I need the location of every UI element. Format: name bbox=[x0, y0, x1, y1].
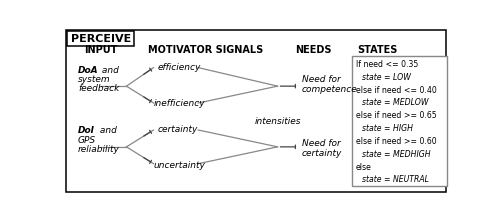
Text: MOTIVATOR SIGNALS: MOTIVATOR SIGNALS bbox=[148, 45, 263, 55]
Text: INPUT: INPUT bbox=[84, 45, 117, 55]
FancyBboxPatch shape bbox=[67, 31, 134, 46]
Text: efficiency: efficiency bbox=[158, 63, 201, 72]
Text: state = HIGH: state = HIGH bbox=[362, 124, 412, 133]
Text: else if need <= 0.40: else if need <= 0.40 bbox=[356, 86, 436, 95]
Text: state = MEDLOW: state = MEDLOW bbox=[362, 99, 428, 108]
Text: DoI: DoI bbox=[78, 126, 95, 135]
Text: DoA: DoA bbox=[78, 66, 98, 75]
Text: Need for
certainty: Need for certainty bbox=[302, 139, 342, 158]
Text: STATES: STATES bbox=[357, 45, 398, 55]
Text: state = LOW: state = LOW bbox=[362, 73, 410, 82]
Text: GPS: GPS bbox=[78, 136, 96, 145]
Text: intensities: intensities bbox=[254, 117, 301, 126]
Text: and: and bbox=[98, 126, 117, 135]
FancyBboxPatch shape bbox=[352, 56, 447, 186]
Text: else: else bbox=[356, 162, 372, 171]
Text: reliability: reliability bbox=[78, 145, 120, 154]
Text: certainty: certainty bbox=[158, 125, 198, 134]
Text: feedback: feedback bbox=[78, 84, 120, 93]
Text: Need for
competence: Need for competence bbox=[302, 75, 358, 94]
Text: else if need >= 0.60: else if need >= 0.60 bbox=[356, 137, 436, 146]
Text: inefficiency: inefficiency bbox=[154, 99, 205, 108]
Text: uncertainty: uncertainty bbox=[154, 161, 206, 170]
Text: else if need >= 0.65: else if need >= 0.65 bbox=[356, 111, 436, 120]
Text: If need <= 0.35: If need <= 0.35 bbox=[356, 60, 418, 69]
Text: and: and bbox=[100, 66, 119, 75]
Text: state = NEUTRAL: state = NEUTRAL bbox=[362, 175, 428, 184]
Text: NEEDS: NEEDS bbox=[295, 45, 332, 55]
Text: system: system bbox=[78, 75, 110, 84]
Text: state = MEDHIGH: state = MEDHIGH bbox=[362, 150, 430, 159]
Text: PERCEIVE: PERCEIVE bbox=[70, 34, 131, 44]
